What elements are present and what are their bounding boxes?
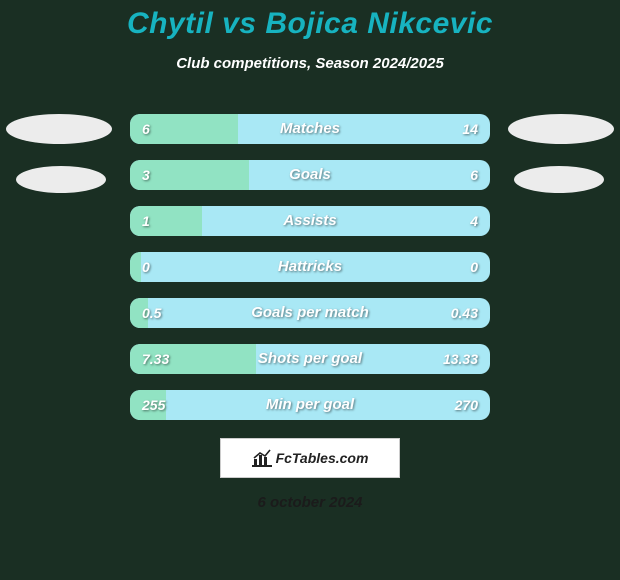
stat-value-left: 7.33 [142,344,169,374]
stat-value-right: 4 [470,206,478,236]
stat-row: Min per goal255 270 [130,390,490,420]
player-right-image-placeholder [508,114,614,144]
stat-label: Matches [130,114,490,144]
stat-row: Goals per match0.5 0.43 [130,298,490,328]
stat-label: Goals per match [130,298,490,328]
page-container: Chytil vs Bojica Nikcevic Club competiti… [0,0,620,580]
stat-value-left: 6 [142,114,150,144]
stat-value-right: 0.43 [451,298,478,328]
stat-value-right: 14 [462,114,478,144]
stat-bars: Matches614Goals36Assists14Hattricks00Goa… [130,114,490,420]
stat-value-right: 13.33 [443,344,478,374]
player-right-logo-placeholder [514,166,604,193]
badge-inner: FcTables.com [221,439,399,477]
stat-row: Hattricks0 0 [130,252,490,282]
stat-value-left: 3 [142,160,150,190]
stat-value-left: 255 [142,390,165,420]
stat-value-left: 1 [142,206,150,236]
stat-label: Shots per goal [130,344,490,374]
badge-text: FcTables.com [276,450,369,466]
compare-area: Matches614Goals36Assists14Hattricks00Goa… [0,114,620,420]
chart-icon [252,449,272,467]
stat-value-left: 0.5 [142,298,161,328]
stat-row: Shots per goal7.33 13.33 [130,344,490,374]
stat-label: Hattricks [130,252,490,282]
player-left-image-placeholder [6,114,112,144]
stat-row: Assists1 4 [130,206,490,236]
stat-row: Goals3 6 [130,160,490,190]
stat-label: Min per goal [130,390,490,420]
page-title: Chytil vs Bojica Nikcevic [0,7,620,41]
page-date: 6 october 2024 [0,494,620,511]
stat-label: Assists [130,206,490,236]
player-left-logo-placeholder [16,166,106,193]
stat-value-right: 270 [455,390,478,420]
stat-row: Matches6 14 [130,114,490,144]
page-subtitle: Club competitions, Season 2024/2025 [0,55,620,72]
stat-value-right: 6 [470,160,478,190]
stat-value-right: 0 [470,252,478,282]
fctables-badge[interactable]: FcTables.com [220,438,400,478]
stat-label: Goals [130,160,490,190]
stat-value-left: 0 [142,252,150,282]
